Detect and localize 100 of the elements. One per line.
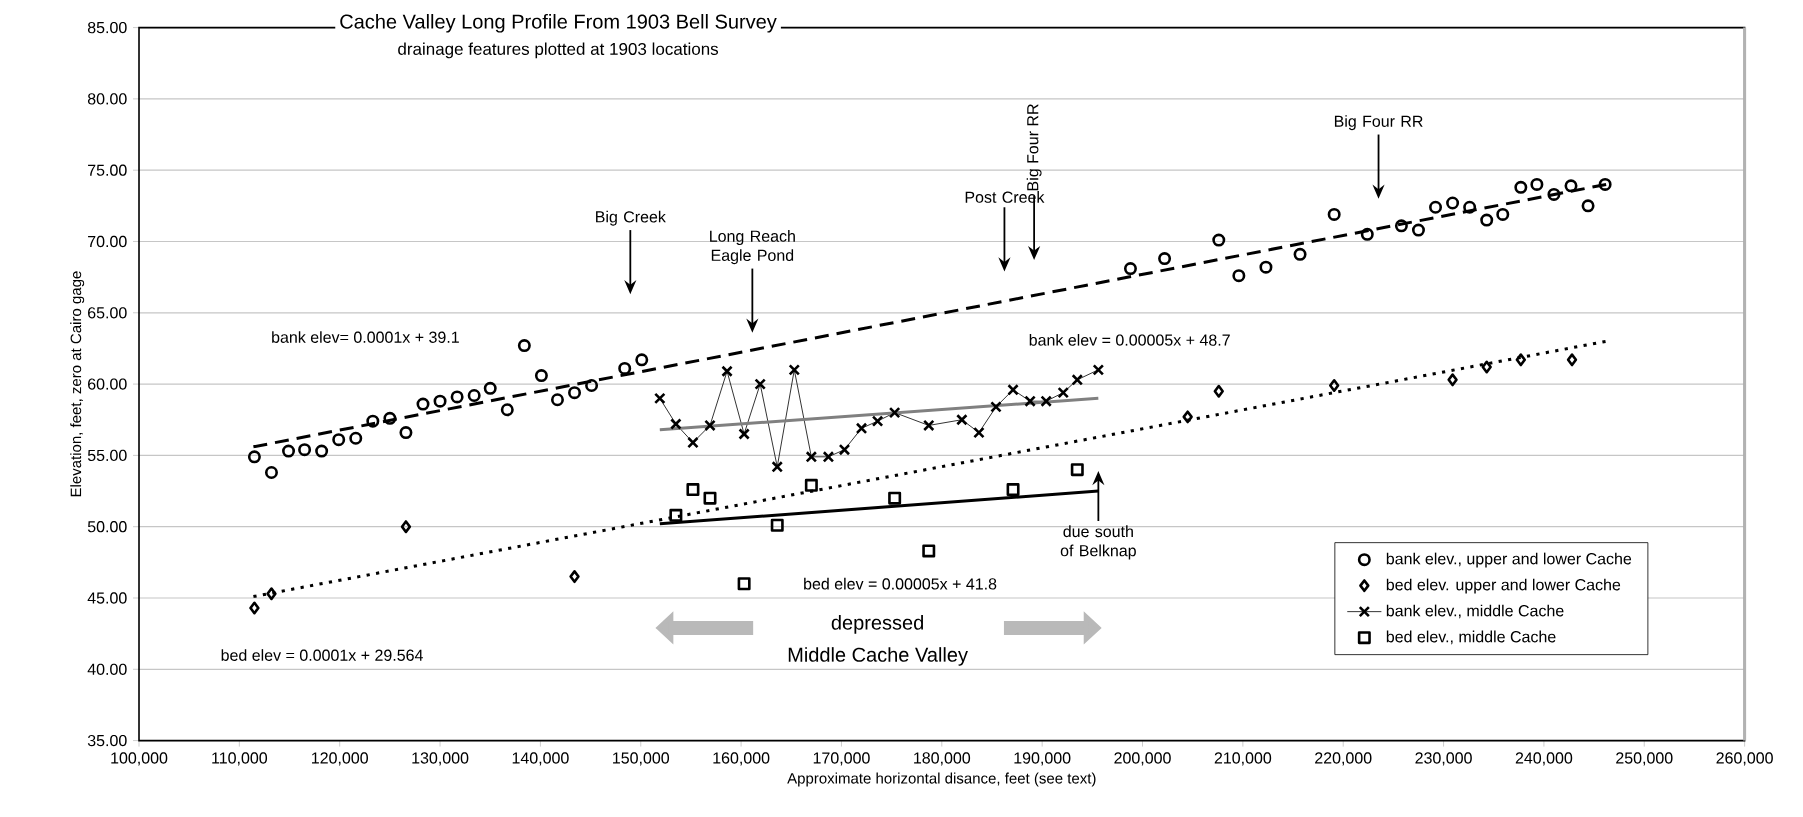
chart-title: Cache Valley Long Profile From 1903 Bell Survey <box>340 13 777 33</box>
point <box>686 483 700 497</box>
point <box>282 444 296 458</box>
point <box>1007 383 1019 396</box>
x-axis-title: Approximate horizontal disance, feet (see text) <box>787 772 1096 787</box>
annotation: bank elev = 0.00005x + 48.7 <box>1029 334 1230 346</box>
point <box>654 392 666 405</box>
point <box>922 544 936 558</box>
x-tick-label: 240,000 <box>1515 752 1573 766</box>
point <box>704 419 716 432</box>
point <box>788 364 801 376</box>
point <box>754 378 766 390</box>
annotation: Big Creek <box>596 210 666 226</box>
y-tick-label: 75.00 <box>88 164 127 176</box>
point <box>1564 179 1578 193</box>
point <box>400 520 412 534</box>
point <box>618 361 632 375</box>
point <box>855 422 868 435</box>
x-tick-label: 150,000 <box>613 752 670 766</box>
point <box>973 426 985 439</box>
point <box>315 444 329 458</box>
y-tick-label: 50.00 <box>87 521 127 533</box>
legend-label: bank elev., middle Cache <box>1386 604 1564 619</box>
point <box>1581 199 1595 213</box>
point <box>366 414 380 428</box>
legend-label: bank elev., upper and lower Cache <box>1386 552 1632 568</box>
point <box>298 443 312 457</box>
y-tick-label: 55.00 <box>87 449 127 462</box>
annotation: bed elev = 0.00005x + 41.8 <box>804 577 997 590</box>
point <box>771 460 784 473</box>
point <box>770 518 784 532</box>
legend-label: bed elev. upper and lower Cache <box>1386 578 1621 594</box>
point <box>349 431 363 445</box>
y-tick-label: 35.00 <box>87 734 127 747</box>
y-tick-label: 40.00 <box>87 663 127 675</box>
x-tick-label: 100,000 <box>111 752 168 766</box>
point <box>1446 196 1460 210</box>
point <box>1158 252 1172 266</box>
point <box>1463 200 1477 214</box>
y-tick-label: 85.00 <box>87 21 127 34</box>
point <box>1123 262 1137 276</box>
point <box>1232 269 1246 283</box>
x-tick-label: 160,000 <box>713 752 770 766</box>
point <box>888 406 901 419</box>
y-tick-label: 65.00 <box>88 307 127 319</box>
point <box>332 433 346 447</box>
point <box>670 418 682 430</box>
point <box>483 381 497 395</box>
point <box>1213 384 1224 398</box>
x-tick-label: 140,000 <box>512 752 569 766</box>
point <box>500 403 514 417</box>
point <box>687 436 699 449</box>
point <box>416 397 430 411</box>
point <box>669 508 683 522</box>
point <box>266 587 277 601</box>
point <box>635 353 649 367</box>
annotation: depressed <box>831 615 924 634</box>
point <box>1411 223 1425 237</box>
point <box>433 394 447 408</box>
y-tick-label: 70.00 <box>88 235 127 248</box>
y-tick-label: 80.00 <box>87 93 127 105</box>
point <box>1514 180 1528 194</box>
annotation: Long Reach Eagle Pond <box>710 230 795 265</box>
text: drainage features plotted at 1903 locations <box>398 42 719 59</box>
point <box>568 386 582 400</box>
point <box>1566 353 1578 367</box>
annotation: Post Creek <box>965 191 1045 203</box>
x-tick-label: 180,000 <box>914 752 971 766</box>
point <box>1071 373 1084 386</box>
annotation: Big Four RR <box>1026 104 1042 191</box>
point <box>1070 463 1084 477</box>
point <box>1480 213 1494 227</box>
point <box>888 491 902 505</box>
point <box>1024 395 1036 408</box>
x-tick-label: 170,000 <box>813 752 870 766</box>
point <box>838 443 851 456</box>
point <box>805 450 818 463</box>
x-tick-label: 190,000 <box>1014 752 1071 766</box>
point <box>1182 410 1193 424</box>
point <box>1547 187 1561 201</box>
annotation: Big Four RR <box>1334 115 1423 131</box>
point <box>1515 353 1527 367</box>
annotation: due south of Belknap <box>1060 525 1136 560</box>
point <box>956 413 968 426</box>
point <box>1328 379 1340 393</box>
annotation: bed elev = 0.0001x + 29.564 <box>221 649 423 661</box>
x-tick-label: 200,000 <box>1114 752 1171 766</box>
point <box>1006 483 1020 497</box>
point <box>922 419 935 432</box>
point <box>738 428 750 440</box>
y-tick-label: 60.00 <box>88 378 127 390</box>
x-tick-label: 130,000 <box>412 752 469 766</box>
point <box>990 401 1002 413</box>
point <box>383 411 397 425</box>
x-tick-label: 220,000 <box>1315 752 1372 766</box>
point <box>467 388 481 402</box>
point <box>804 478 818 492</box>
point <box>1040 395 1052 408</box>
point <box>249 601 260 615</box>
point <box>1447 373 1458 387</box>
